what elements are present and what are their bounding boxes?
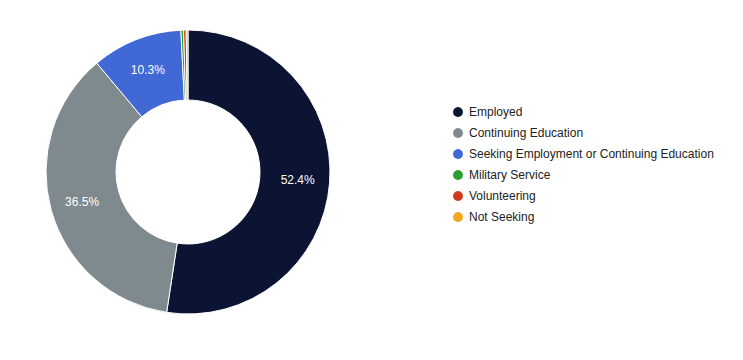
svg-text:Continuing Education: Continuing Education — [469, 126, 583, 140]
svg-text:10.3%: 10.3% — [131, 63, 165, 77]
svg-text:Seeking Employment or Continui: Seeking Employment or Continuing Educati… — [469, 147, 714, 161]
svg-text:52.4%: 52.4% — [281, 173, 315, 187]
svg-text:Employed: Employed — [469, 105, 522, 119]
svg-text:Military Service: Military Service — [469, 168, 551, 182]
svg-text:Not Seeking: Not Seeking — [469, 210, 534, 224]
svg-text:Volunteering: Volunteering — [469, 189, 536, 203]
svg-text:36.5%: 36.5% — [65, 195, 99, 209]
